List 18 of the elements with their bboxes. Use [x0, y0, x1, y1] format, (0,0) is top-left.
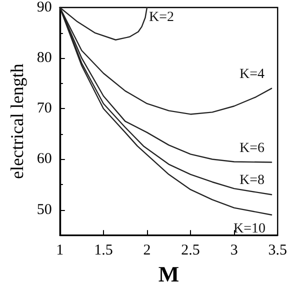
- series-label: K=10: [234, 221, 266, 236]
- series-label: K=8: [240, 173, 265, 188]
- y-tick-label: 80: [36, 50, 52, 66]
- series-label: K=6: [240, 140, 265, 156]
- y-tick-label: 90: [36, 0, 52, 16]
- x-tick-label: 1.5: [94, 242, 113, 259]
- x-tick-label: 2.5: [181, 242, 200, 259]
- y-tick-label: 70: [36, 100, 52, 117]
- y-tick-label: 60: [36, 151, 52, 168]
- x-tick-label: 3: [230, 242, 238, 259]
- x-tick-label: 2: [143, 242, 151, 259]
- y-tick-label: 50: [36, 202, 52, 218]
- x-axis-title: M: [158, 262, 180, 286]
- x-tick-label: 1: [56, 242, 64, 259]
- x-tick-label: 3.5: [268, 242, 287, 259]
- series-label: K=4: [240, 66, 265, 82]
- y-axis-title: electrical length: [7, 64, 27, 180]
- series-label: K=2: [148, 10, 174, 25]
